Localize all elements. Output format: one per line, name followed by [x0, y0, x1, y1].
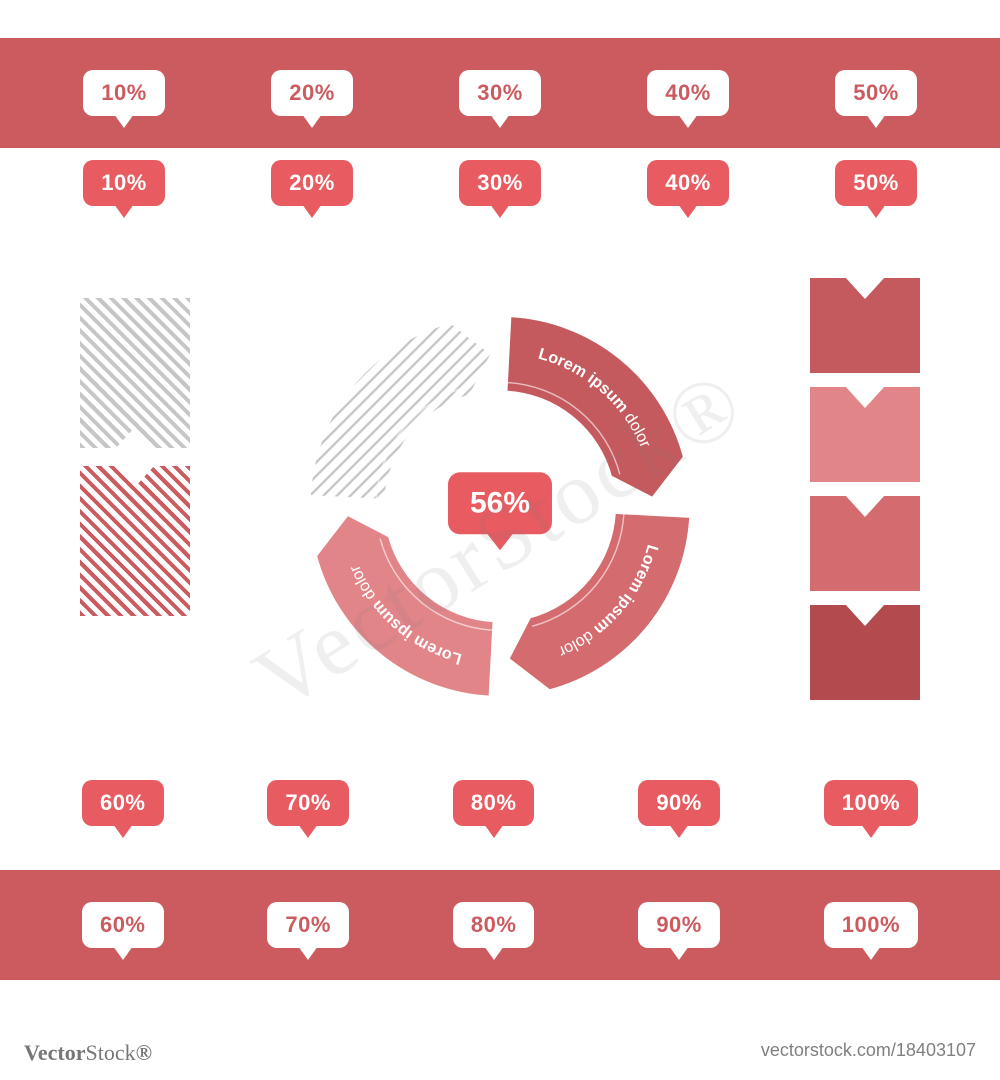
top-plain-row: 10% 20% 30% 40% 50% — [0, 160, 1000, 206]
pct-bubble: 100% — [824, 780, 918, 826]
ring-segment — [316, 514, 494, 697]
top-band: 10% 20% 30% 40% 50% — [0, 38, 1000, 148]
pct-bubble: 70% — [267, 780, 349, 826]
right-solid-column — [810, 278, 920, 714]
hatched-segment — [80, 466, 190, 616]
pct-bubble: 40% — [647, 70, 729, 116]
pct-bubble: 20% — [271, 70, 353, 116]
left-hatched-column — [80, 298, 190, 634]
ring-segment — [506, 316, 684, 499]
watermark-footer: VectorStock® vectorstock.com/18403107 — [24, 1040, 976, 1066]
pct-bubble: 40% — [647, 160, 729, 206]
pct-bubble: 80% — [453, 780, 535, 826]
pct-bubble: 100% — [824, 902, 918, 948]
solid-segment — [810, 387, 920, 482]
solid-segment — [810, 278, 920, 373]
pct-bubble: 30% — [459, 70, 541, 116]
cycle-donut-chart: Lorem ipsum dolorLorem ipsum dolorLorem … — [290, 296, 710, 716]
pct-bubble: 50% — [835, 160, 917, 206]
top-band-row: 10% 20% 30% 40% 50% — [0, 38, 1000, 148]
center-pct-bubble: 56% — [448, 472, 552, 534]
bottom-band: 60% 70% 80% 90% 100% — [0, 870, 1000, 980]
pct-bubble: 20% — [271, 160, 353, 206]
solid-segment — [810, 496, 920, 591]
ring-segment — [508, 512, 691, 690]
watermark-brand: VectorStock® — [24, 1040, 152, 1066]
watermark-id: vectorstock.com/18403107 — [761, 1040, 976, 1066]
pct-bubble: 50% — [835, 70, 917, 116]
pct-bubble: 70% — [267, 902, 349, 948]
pct-bubble: 10% — [83, 70, 165, 116]
pct-bubble: 10% — [83, 160, 165, 206]
watermark-brand-a: Vector — [24, 1040, 86, 1065]
bottom-band-row: 60% 70% 80% 90% 100% — [0, 870, 1000, 980]
watermark-brand-b: Stock — [86, 1040, 136, 1065]
pct-bubble: 90% — [638, 780, 720, 826]
pct-bubble: 80% — [453, 902, 535, 948]
bottom-plain-row: 60% 70% 80% 90% 100% — [0, 780, 1000, 826]
pct-bubble: 60% — [82, 780, 164, 826]
pct-bubble: 90% — [638, 902, 720, 948]
hatched-segment — [80, 298, 190, 448]
pct-bubble: 30% — [459, 160, 541, 206]
solid-segment — [810, 605, 920, 700]
pct-bubble: 60% — [82, 902, 164, 948]
